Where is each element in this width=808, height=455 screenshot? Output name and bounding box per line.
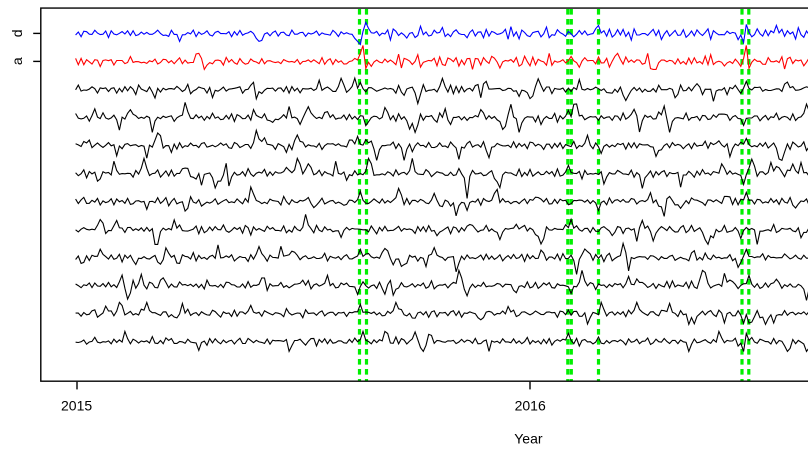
svg-text:d: d [9, 30, 25, 38]
svg-text:a: a [9, 57, 25, 65]
svg-text:2015: 2015 [61, 397, 92, 413]
svg-text:2016: 2016 [515, 397, 546, 413]
svg-text:Year: Year [514, 431, 543, 447]
